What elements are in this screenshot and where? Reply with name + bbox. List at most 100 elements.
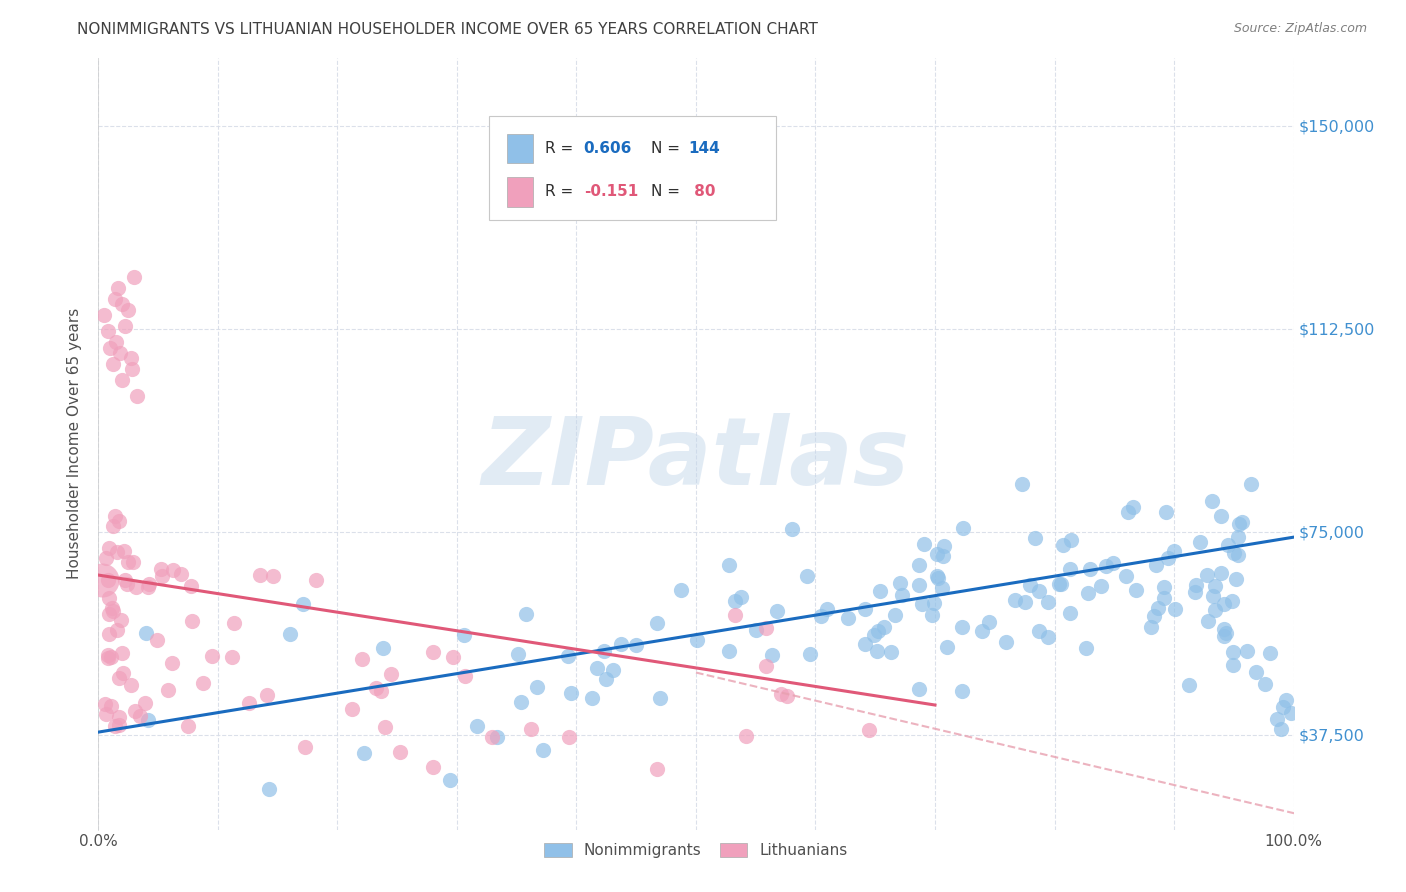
Point [373,641,395,656]
Point [1272,700,1295,714]
Point [837,611,859,625]
Point [352,652,374,666]
Point [880,645,903,659]
Point [776,689,799,703]
Point [1102,556,1125,570]
Point [1215,626,1237,640]
Point [249,567,271,582]
Point [135,626,157,640]
Point [645,616,668,631]
Point [370,683,392,698]
Point [117,302,139,317]
Point [112,665,135,680]
Point [1014,595,1036,609]
Point [1197,614,1219,628]
Point [107,710,129,724]
Point [1275,693,1298,707]
Point [1227,516,1250,531]
Point [374,720,396,734]
Point [1122,500,1144,515]
Point [1236,644,1258,658]
Point [177,719,200,733]
Point [107,671,129,685]
Point [717,644,740,658]
Text: 80: 80 [689,185,716,199]
Point [100,600,122,615]
Point [1267,712,1289,726]
Point [97,325,120,339]
Point [170,566,193,581]
Point [858,723,880,738]
Point [136,713,159,727]
Point [1204,579,1226,593]
Point [125,580,148,594]
Point [441,650,464,665]
Point [1078,562,1101,576]
Point [1225,572,1247,586]
Point [294,740,316,755]
Text: NONIMMIGRANTS VS LITHUANIAN HOUSEHOLDER INCOME OVER 65 YEARS CORRELATION CHART: NONIMMIGRANTS VS LITHUANIAN HOUSEHOLDER … [77,22,818,37]
Point [238,697,260,711]
Point [107,281,129,295]
Point [907,558,929,572]
Point [724,608,747,623]
Point [115,576,138,591]
Text: ZIPatlas: ZIPatlas [482,413,910,505]
Point [97,648,120,662]
Point [853,602,876,616]
Point [97,651,120,665]
Point [1258,647,1281,661]
Point [98,627,121,641]
Point [180,579,202,593]
Point [439,772,461,787]
Point [936,640,959,655]
Point [730,590,752,604]
Point [595,672,617,686]
Point [1202,589,1225,603]
Point [755,621,778,635]
Point [1184,585,1206,599]
Point [669,582,692,597]
Text: R =: R = [546,185,578,199]
Point [120,678,142,692]
Point [1222,658,1244,673]
Point [924,596,946,610]
Point [979,615,1001,629]
Point [853,637,876,651]
Point [1244,665,1267,679]
Point [1060,533,1083,548]
Point [927,568,949,582]
Point [1047,577,1070,591]
Point [745,624,768,638]
Point [1226,548,1249,562]
Point [645,763,668,777]
Point [531,742,554,756]
Point [1232,516,1254,530]
Bar [508,178,533,207]
Point [734,729,756,743]
Point [912,536,935,550]
Point [114,318,136,333]
Point [1011,477,1033,491]
Point [121,362,143,376]
Point [138,577,160,591]
Point [108,717,131,731]
Point [932,549,955,563]
Point [193,676,215,690]
Point [1218,538,1240,552]
Point [111,297,134,311]
Point [927,571,949,585]
Point [221,650,243,665]
Point [1094,558,1116,573]
Point [1059,606,1081,620]
Point [1254,677,1277,691]
Point [98,591,121,606]
Point [780,522,803,536]
Point [97,541,120,556]
Point [1204,603,1226,617]
Point [120,351,142,366]
Point [796,569,818,583]
Point [884,608,907,623]
Point [921,607,943,622]
Point [1153,580,1175,594]
